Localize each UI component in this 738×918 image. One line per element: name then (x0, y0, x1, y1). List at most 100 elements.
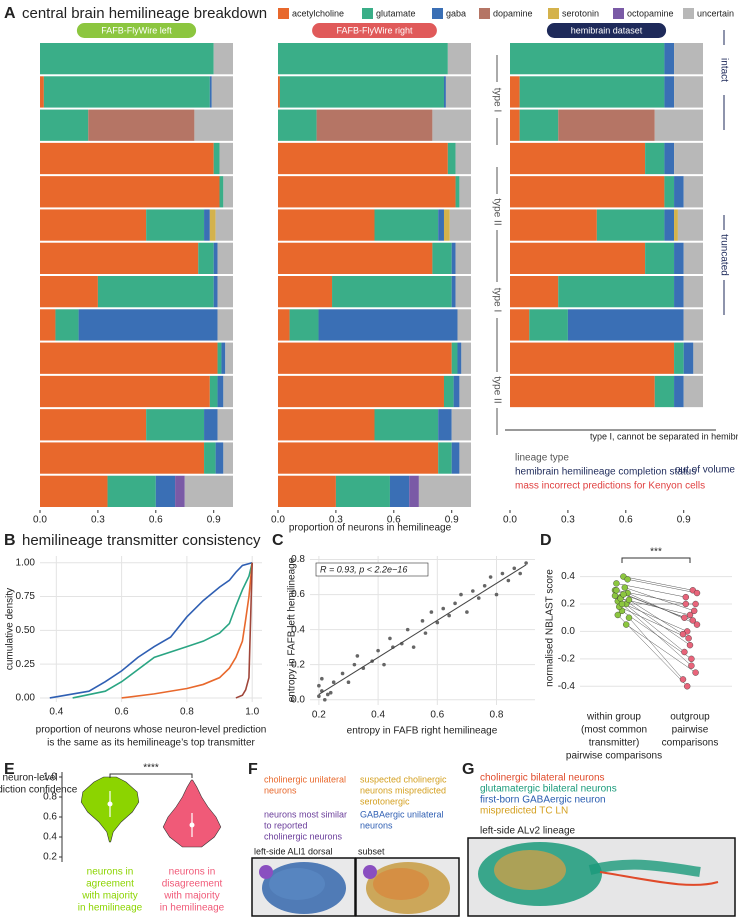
bar-segment (215, 442, 224, 474)
legend-text: cholinergic bilateral neurons (480, 773, 605, 784)
pair-point (688, 662, 695, 669)
bar-segment (683, 242, 703, 274)
bar-segment (217, 375, 224, 408)
bar-segment (146, 209, 205, 241)
legend-text: mispredicted TC LN (480, 806, 568, 817)
bar-segment (278, 76, 280, 108)
soma-cluster (363, 865, 377, 879)
pair-point (679, 630, 687, 638)
pair-line (616, 583, 686, 598)
x-tick-label: (most common (581, 725, 647, 736)
bar-segment (213, 276, 218, 308)
bar-segment (451, 342, 458, 374)
neuron-tract (599, 871, 719, 886)
category-label: neurons in (87, 867, 134, 878)
panel-letter: E (4, 761, 15, 778)
y-tick-label: 0.6 (291, 589, 305, 600)
plot-area (580, 556, 732, 700)
bar-segment (558, 276, 675, 308)
bar-segment (510, 76, 520, 108)
scatter-point (352, 662, 357, 667)
fit-line (318, 564, 527, 695)
x-tick-label: transmitter) (589, 738, 640, 749)
pair-point (692, 669, 699, 676)
bar-segment (664, 76, 675, 108)
out-of-volume-label: out of volume (675, 465, 735, 476)
x-tick-label: 0.3 (91, 515, 105, 526)
pair-line (620, 598, 691, 616)
bar-segment (278, 43, 448, 75)
bar-segment (683, 176, 703, 208)
pair-line (620, 596, 691, 646)
legend-swatch (479, 8, 490, 19)
bar-segment (221, 342, 226, 374)
bar-segment (455, 242, 471, 274)
category-label: with majority (81, 891, 138, 902)
panel-letter: D (540, 532, 552, 549)
bar-segment (683, 276, 703, 308)
bar-segment (451, 242, 456, 274)
x-tick-label: 0.8 (180, 707, 194, 718)
legend-text: cholinergic unilateral (264, 774, 346, 784)
bar-segment (443, 209, 450, 241)
bar-segment (510, 109, 520, 141)
pair-point (689, 617, 696, 624)
bar-segment (438, 409, 452, 441)
pair-point (686, 641, 694, 649)
scatter-point (459, 592, 463, 597)
y-tick-label: -0.4 (558, 681, 576, 692)
scatter-point (488, 575, 493, 579)
x-tick-label: 0.6 (149, 515, 163, 526)
scatter-point (323, 697, 327, 702)
bar-segment (389, 475, 410, 507)
bar-segment (217, 309, 233, 341)
y-tick-label: 0.75 (16, 591, 36, 602)
x-tick-label: 1.0 (245, 707, 259, 718)
bar-segment (279, 76, 444, 108)
legend-label: uncertain (697, 8, 734, 18)
bar-segment (409, 475, 419, 507)
significance-bracket (621, 557, 691, 563)
panel-header (312, 23, 437, 38)
scatter-point (325, 692, 330, 697)
x-axis-label: proportion of neurons in hemilineage (289, 523, 452, 534)
bar-segment (674, 375, 684, 408)
significance-bracket (109, 773, 193, 778)
bar-segment (40, 242, 199, 274)
label-bg (717, 45, 731, 95)
label-bg (491, 194, 503, 230)
bar-segment (519, 76, 665, 108)
y-tick-label: 0.25 (16, 659, 36, 670)
x-tick-label: 0.9 (677, 515, 691, 526)
bar-segment (225, 342, 233, 374)
image-caption: subset (358, 846, 385, 856)
pair-line (626, 624, 696, 673)
bar-segment (683, 309, 703, 341)
bar-segment (107, 475, 156, 507)
bar-segment (278, 475, 336, 507)
bar-segment (198, 242, 214, 274)
pair-point (621, 584, 628, 591)
bar-segment (219, 142, 233, 175)
x-tick-label: comparisons (662, 738, 719, 749)
pair-point (684, 683, 691, 690)
bar-segment (664, 176, 675, 208)
bar-segment (213, 142, 220, 175)
pair-point (679, 676, 687, 683)
legend-label: gaba (446, 8, 466, 18)
pair-line (623, 576, 693, 591)
neuron-tract (588, 859, 701, 877)
x-tick-label: 0.6 (430, 710, 444, 721)
bar-segment (510, 176, 665, 208)
scatter-point (346, 680, 351, 685)
image-caption: left-side ALv2 lineage (480, 826, 576, 837)
bar-segment (97, 276, 214, 308)
x-tick-label: 0.3 (329, 515, 343, 526)
bar-segment (455, 176, 460, 208)
bar-segment (674, 242, 684, 274)
bar-segment (223, 375, 233, 408)
scatter-point (500, 571, 505, 576)
bar-segment (40, 209, 147, 241)
category-label: in hemilineage (160, 903, 225, 914)
bar-segment (204, 209, 210, 241)
